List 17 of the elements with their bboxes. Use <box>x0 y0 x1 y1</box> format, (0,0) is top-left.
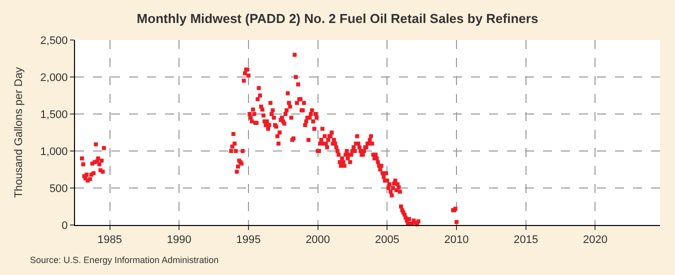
y-tick-label: 1,000 <box>40 146 68 158</box>
x-tick-label: 2005 <box>374 234 400 246</box>
y-axis-title: Thousand Gallons per Day <box>12 66 25 198</box>
source-note: Source: U.S. Energy Information Administration <box>30 255 219 265</box>
x-tick-label: 1990 <box>166 234 192 246</box>
y-tick-label: 2,000 <box>40 72 68 84</box>
y-tick-label: 0 <box>62 220 68 232</box>
x-tick-label: 1995 <box>236 234 261 246</box>
x-tick-label: 1985 <box>98 234 122 246</box>
y-tick-label: 500 <box>49 182 68 195</box>
y-tick-label: 2,500 <box>40 34 68 47</box>
y-tick-label: 1,500 <box>40 108 68 121</box>
x-tick-label: 2000 <box>306 234 330 246</box>
chart-title: Monthly Midwest (PADD 2) No. 2 Fuel Oil Retail Sales by Refiners <box>136 10 538 26</box>
x-tick-label: 2015 <box>514 234 538 246</box>
x-tick-label: 2020 <box>583 234 608 246</box>
x-tick-label: 2010 <box>444 234 469 246</box>
